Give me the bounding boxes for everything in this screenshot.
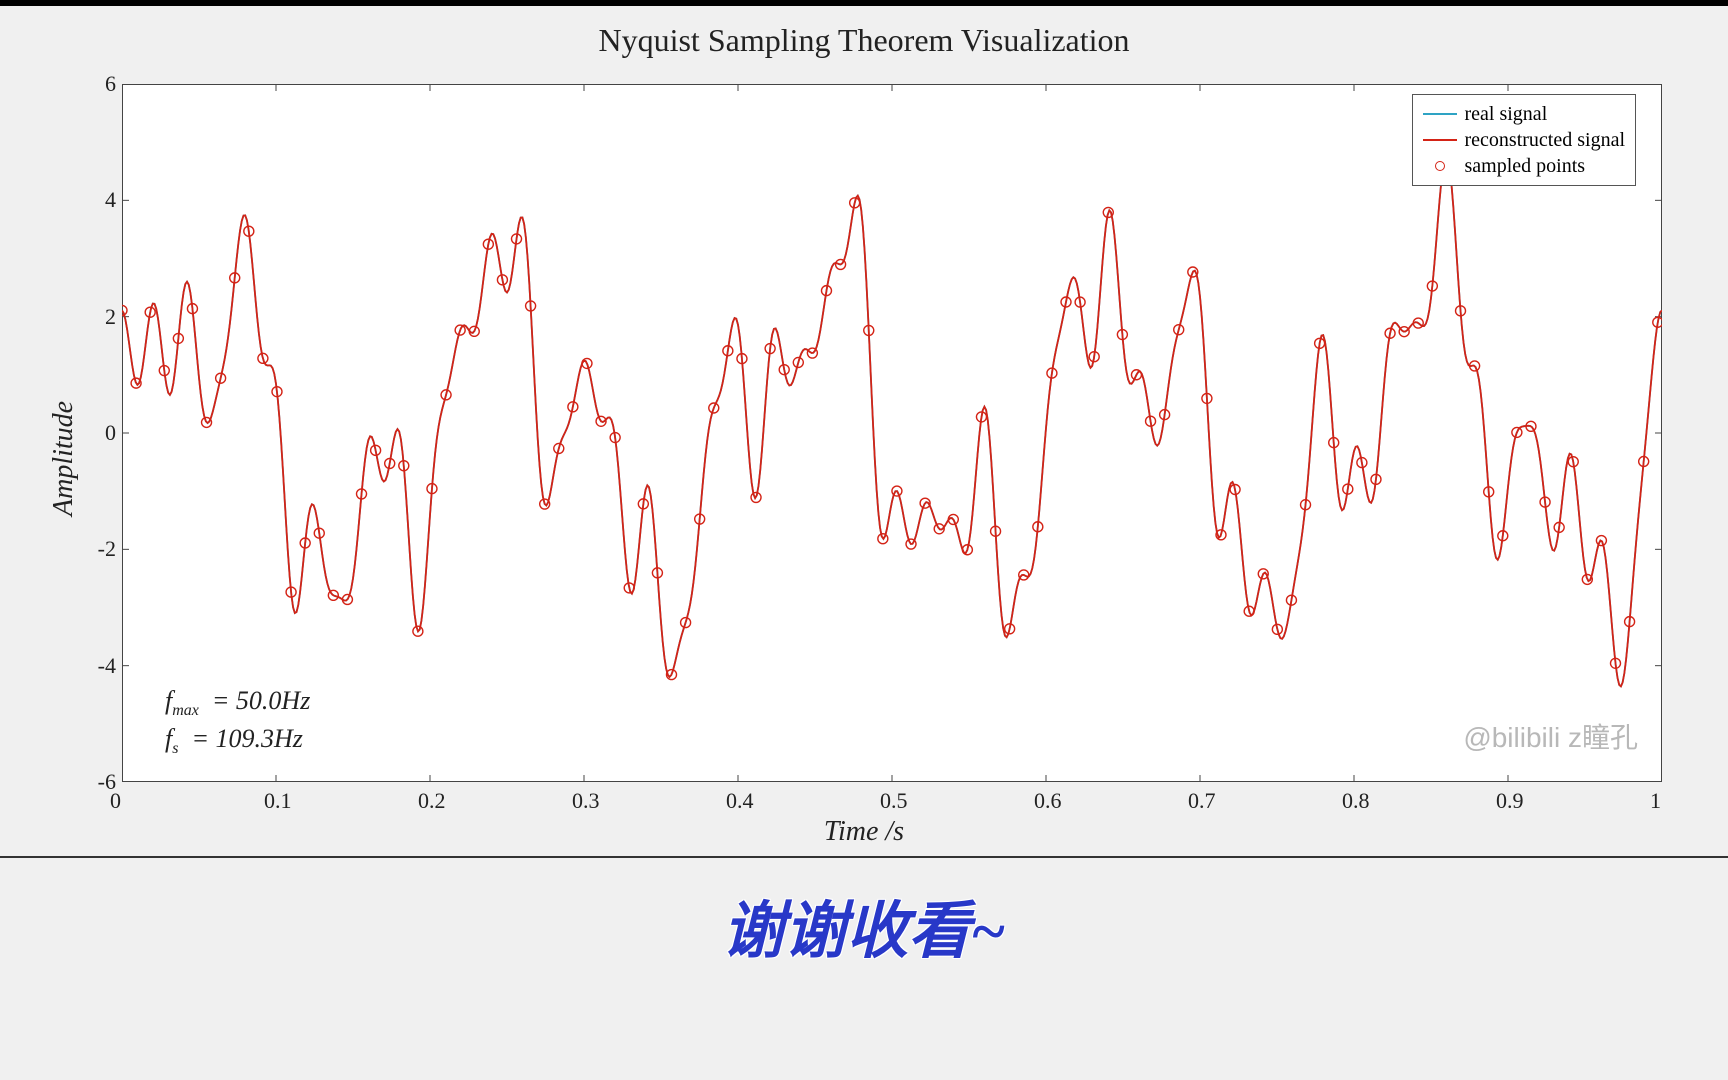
chart-title: Nyquist Sampling Theorem Visualization <box>0 22 1728 59</box>
legend-item-samples: sampled points <box>1423 153 1626 179</box>
y-tick: -4 <box>82 653 116 679</box>
x-tick: 0.5 <box>880 788 908 814</box>
x-tick: 0.1 <box>264 788 292 814</box>
x-axis-label: Time /s <box>0 816 1728 848</box>
legend-label-recon: reconstructed signal <box>1465 129 1626 152</box>
legend-label-real: real signal <box>1465 103 1548 126</box>
legend: real signal reconstructed signal sampled… <box>1412 94 1637 186</box>
legend-item-real: real signal <box>1423 101 1626 127</box>
real-signal-line <box>122 155 1662 686</box>
x-tick: 0 <box>110 788 121 814</box>
fs-annotation: fs = 109.3Hz <box>165 724 303 758</box>
y-axis-label: Amplitude <box>48 401 80 516</box>
x-tick: 0.8 <box>1342 788 1370 814</box>
bottom-caption: 谢谢收看~ <box>0 880 1728 970</box>
figure-area: Nyquist Sampling Theorem Visualization -… <box>0 6 1728 856</box>
legend-item-recon: reconstructed signal <box>1423 127 1626 153</box>
x-tick: 0.3 <box>572 788 600 814</box>
x-tick: 0.9 <box>1496 788 1524 814</box>
x-tick: 0.7 <box>1188 788 1216 814</box>
x-tick: 0.2 <box>418 788 446 814</box>
legend-label-samples: sampled points <box>1465 155 1586 178</box>
fmax-annotation: fmax = 50.0Hz <box>165 686 310 720</box>
chart-svg <box>122 84 1662 782</box>
y-tick: 0 <box>82 420 116 446</box>
y-tick: 2 <box>82 304 116 330</box>
y-tick: -2 <box>82 536 116 562</box>
x-tick: 0.4 <box>726 788 754 814</box>
watermark-text: @bilibili z瞳孔 <box>1463 716 1638 756</box>
y-tick: 6 <box>82 71 116 97</box>
x-tick: 0.6 <box>1034 788 1062 814</box>
reconstructed-signal-line <box>122 155 1662 686</box>
x-tick: 1 <box>1650 788 1661 814</box>
y-tick: 4 <box>82 187 116 213</box>
divider-bar <box>0 856 1728 858</box>
